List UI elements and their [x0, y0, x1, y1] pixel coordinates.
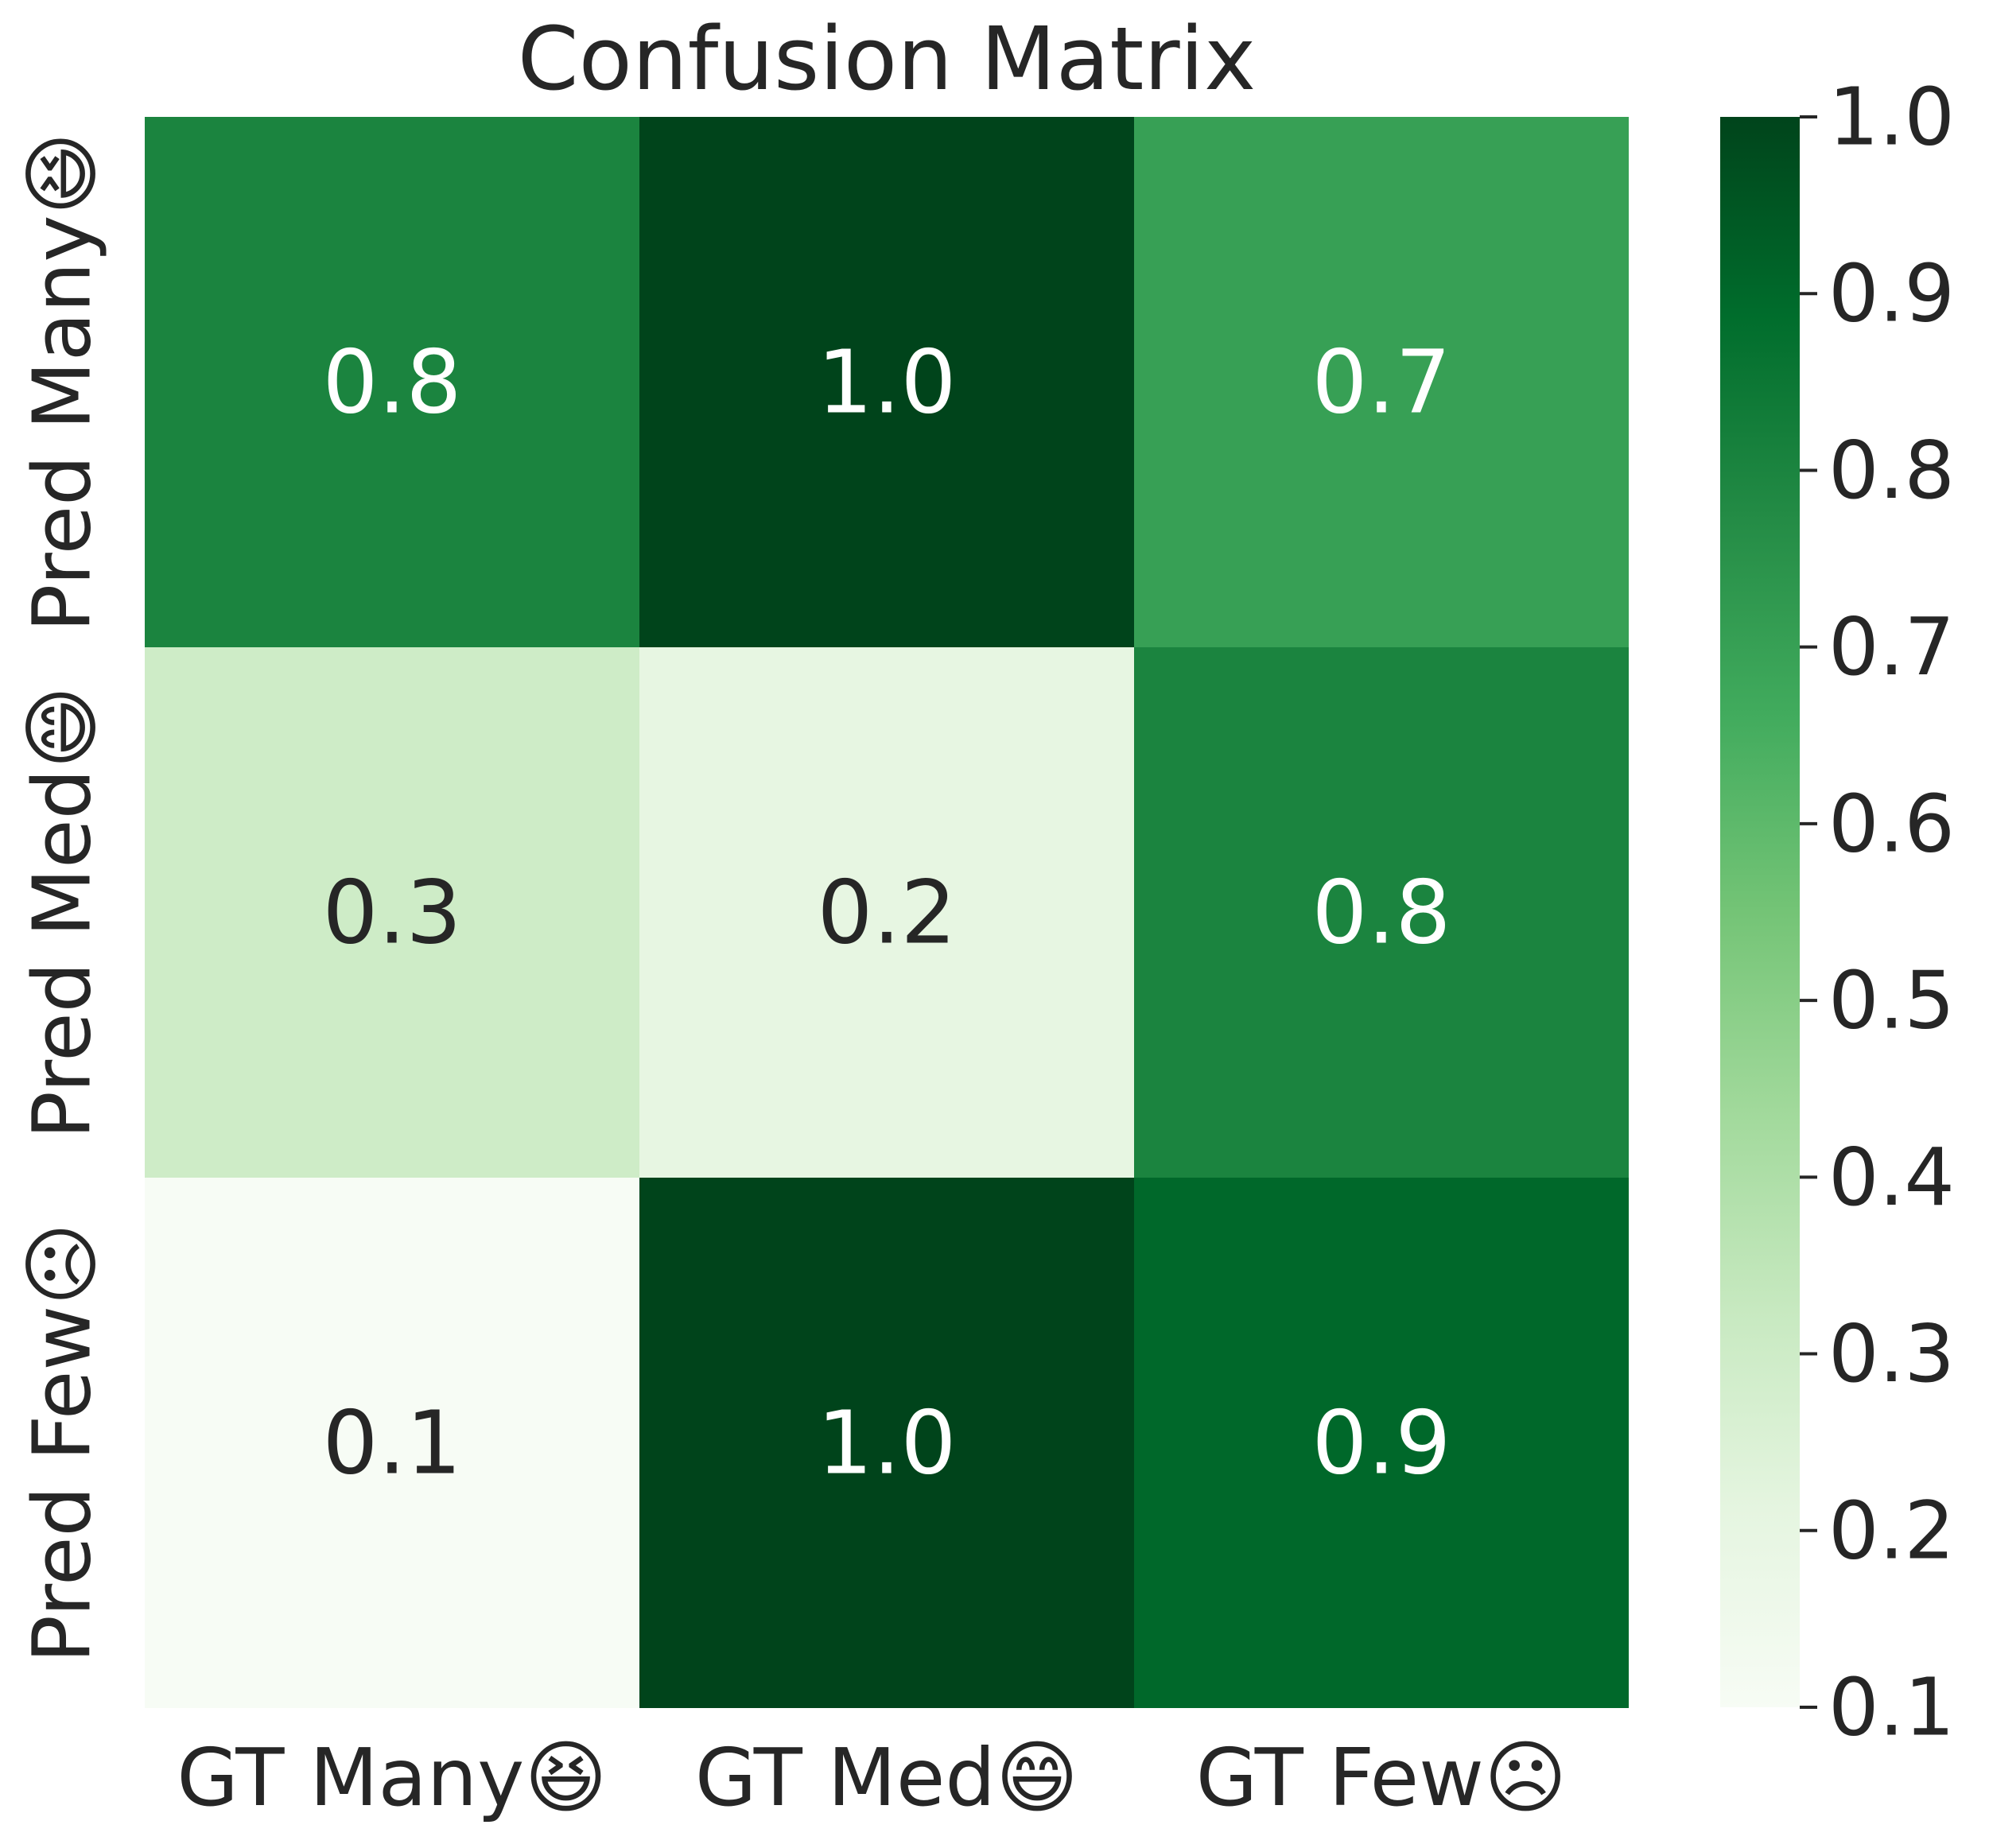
heatmap-cell-r2-c0 — [145, 1178, 639, 1708]
heatmap-cell-r1-c0 — [145, 647, 639, 1178]
chart-title: Confusion Matrix — [518, 8, 1256, 110]
heatmap-cells — [145, 117, 1629, 1708]
x-tick-label-1: GT Med😄 — [695, 1731, 1078, 1824]
x-tick-label-2: GT Few☹ — [1196, 1731, 1567, 1824]
cell-value-r2-c2: 0.9 — [1312, 1392, 1451, 1494]
x-tick-label-0: GT Many😆 — [177, 1731, 607, 1824]
heatmap-cell-r2-c1 — [639, 1178, 1134, 1708]
x-tick-labels: GT Many😆 GT Med😄 GT Few☹ — [177, 1731, 1567, 1824]
colorbar-tick-label-2: 0.8 — [1828, 424, 1955, 517]
y-tick-labels: Pred Many😆 Pred Med😄 Pred Few☹ — [16, 132, 109, 1663]
colorbar-tick-label-9: 0.1 — [1828, 1661, 1955, 1754]
y-tick-label-2: Pred Few☹ — [16, 1223, 109, 1664]
heatmap-cell-r1-c1 — [639, 647, 1134, 1178]
cell-value-r1-c1: 0.2 — [818, 862, 957, 964]
colorbar-tick-label-5: 0.5 — [1828, 954, 1955, 1047]
cell-value-r2-c1: 1.0 — [818, 1392, 957, 1494]
colorbar-tick-label-1: 0.9 — [1828, 247, 1955, 340]
colorbar-tick-label-3: 0.7 — [1828, 600, 1955, 693]
colorbar-tick-label-4: 0.6 — [1828, 777, 1955, 870]
y-tick-label-1: Pred Med😄 — [16, 686, 109, 1139]
colorbar-ticks: 1.0 0.9 0.8 0.7 0.6 0.5 0.4 0.3 0.2 0.1 — [1800, 71, 1955, 1754]
heatmap-cell-r0-c1 — [639, 117, 1134, 647]
y-tick-label-0: Pred Many😆 — [16, 132, 109, 632]
colorbar — [1720, 117, 1800, 1707]
cell-value-r0-c2: 0.7 — [1312, 332, 1451, 433]
cell-value-r1-c0: 0.3 — [323, 862, 462, 964]
heatmap-cell-r1-c2 — [1134, 647, 1629, 1178]
colorbar-tick-label-6: 0.4 — [1828, 1131, 1955, 1224]
heatmap-cell-r0-c2 — [1134, 117, 1629, 647]
cell-value-r2-c0: 0.1 — [323, 1392, 462, 1494]
heatmap-cell-labels: 0.8 1.0 0.7 0.3 0.2 0.8 0.1 1.0 0.9 — [323, 332, 1451, 1494]
colorbar-tick-label-8: 0.2 — [1828, 1484, 1955, 1577]
cell-value-r0-c1: 1.0 — [818, 332, 957, 433]
colorbar-tick-label-0: 1.0 — [1828, 71, 1955, 164]
colorbar-tick-label-7: 0.3 — [1828, 1307, 1955, 1400]
heatmap-cell-r2-c2 — [1134, 1178, 1629, 1708]
cell-value-r0-c0: 0.8 — [323, 332, 462, 433]
cell-value-r1-c2: 0.8 — [1312, 862, 1451, 964]
heatmap-cell-r0-c0 — [145, 117, 639, 647]
